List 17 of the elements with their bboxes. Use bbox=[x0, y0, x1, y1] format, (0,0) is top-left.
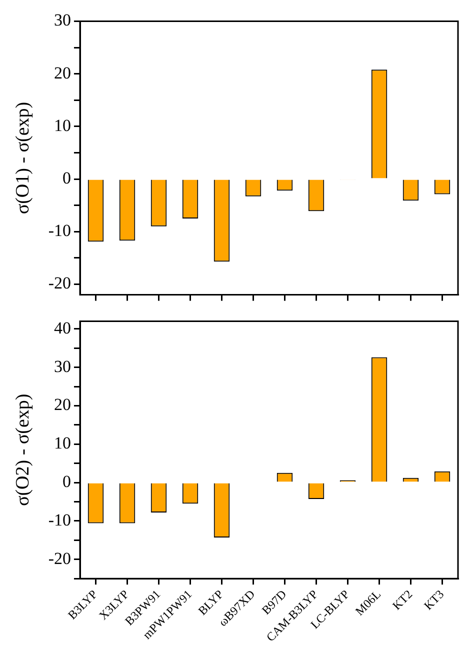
x-tick-label: KT2 bbox=[390, 587, 416, 613]
y-tick-label: -20 bbox=[48, 274, 71, 293]
y-tick-label: 20 bbox=[54, 63, 71, 82]
y-tick-label: 0 bbox=[62, 472, 71, 492]
y-tick-label: 0 bbox=[62, 168, 71, 188]
y-tick-label: -10 bbox=[48, 510, 71, 530]
y-tick-label: 10 bbox=[54, 116, 71, 135]
y-tick-label: -10 bbox=[48, 221, 71, 240]
x-tick-label: KT3 bbox=[421, 587, 447, 613]
y-axis-title: σ(O2) - σ(exp) bbox=[12, 394, 34, 506]
y-tick-label: 10 bbox=[54, 434, 71, 453]
y-tick-label: -20 bbox=[48, 548, 71, 568]
y-tick-label: 40 bbox=[54, 318, 71, 338]
y-tick-label: 20 bbox=[54, 395, 71, 414]
y-tick-label: 30 bbox=[54, 10, 71, 30]
y-axis-title: σ(O1) - σ(exp) bbox=[12, 102, 34, 214]
y-tick-label: 30 bbox=[54, 356, 71, 376]
